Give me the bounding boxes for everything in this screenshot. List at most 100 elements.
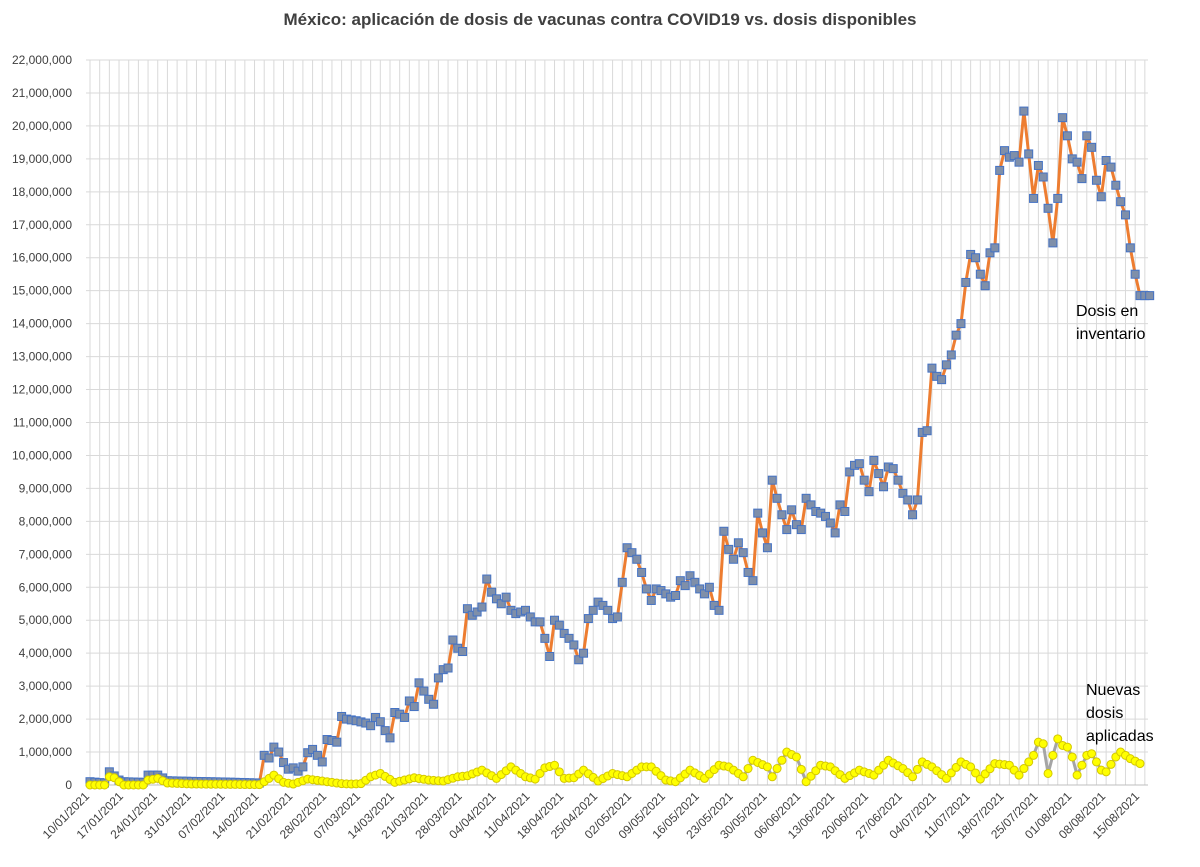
- annotation-line: dosis: [1086, 705, 1124, 722]
- data-point: [787, 505, 797, 515]
- data-point: [820, 511, 830, 521]
- data-point: [1072, 157, 1082, 167]
- data-point: [791, 752, 801, 762]
- data-point: [554, 767, 564, 777]
- data-point: [462, 604, 472, 614]
- data-point: [946, 768, 956, 778]
- data-point: [1038, 739, 1048, 749]
- data-point: [487, 587, 497, 597]
- data-point: [941, 360, 951, 370]
- y-tick-label: 10,000,000: [12, 448, 72, 462]
- series-nuevas-dosis-aplicadas: [85, 734, 1145, 790]
- data-point: [922, 426, 932, 436]
- y-tick-label: 5,000,000: [19, 613, 73, 627]
- data-point: [627, 548, 637, 558]
- y-tick-label: 20,000,000: [12, 119, 72, 133]
- data-point: [782, 525, 792, 535]
- data-point: [893, 475, 903, 485]
- y-tick-label: 13,000,000: [12, 350, 72, 364]
- data-point: [550, 615, 560, 625]
- data-point: [588, 605, 598, 615]
- data-point: [685, 571, 695, 581]
- data-point: [1000, 146, 1010, 156]
- data-point: [719, 526, 729, 536]
- data-point: [1106, 759, 1116, 769]
- y-tick-label: 0: [65, 778, 72, 792]
- data-point: [690, 577, 700, 587]
- data-point: [951, 330, 961, 340]
- data-point: [791, 520, 801, 530]
- y-tick-label: 8,000,000: [19, 514, 73, 528]
- data-point: [990, 243, 1000, 253]
- data-point: [545, 651, 555, 661]
- data-point: [724, 544, 734, 554]
- data-point: [1082, 131, 1092, 141]
- y-tick-label: 14,000,000: [12, 317, 72, 331]
- data-point: [482, 574, 492, 584]
- data-point: [380, 726, 390, 736]
- series-dosis-en-inventario: [85, 106, 1155, 788]
- data-point: [1145, 291, 1155, 301]
- data-point: [366, 721, 376, 731]
- y-tick-label: 17,000,000: [12, 218, 72, 232]
- y-tick-label: 15,000,000: [12, 284, 72, 298]
- data-point: [753, 508, 763, 518]
- data-point: [908, 772, 918, 782]
- data-point: [946, 350, 956, 360]
- data-point: [772, 493, 782, 503]
- y-tick-label: 6,000,000: [19, 580, 73, 594]
- data-point: [472, 607, 482, 617]
- y-tick-label: 19,000,000: [12, 152, 72, 166]
- data-point: [888, 464, 898, 474]
- y-tick-label: 7,000,000: [19, 547, 73, 561]
- data-point: [903, 495, 913, 505]
- data-point: [777, 755, 787, 765]
- data-point: [980, 281, 990, 291]
- data-point: [574, 655, 584, 665]
- data-point: [279, 758, 289, 768]
- data-point: [941, 773, 951, 783]
- annotation-nuevas-dosis-aplicadas: Nuevas dosis aplicadas: [1086, 679, 1154, 748]
- data-point: [985, 248, 995, 258]
- data-point: [1019, 106, 1029, 116]
- series-line: [89, 109, 1150, 785]
- data-point: [1014, 157, 1024, 167]
- data-point: [1087, 142, 1097, 152]
- data-point: [477, 602, 487, 612]
- data-point: [695, 584, 705, 594]
- data-point: [317, 757, 327, 767]
- data-point: [535, 768, 545, 778]
- data-point: [738, 772, 748, 782]
- data-point: [743, 764, 753, 774]
- data-point: [879, 482, 889, 492]
- data-point: [1077, 174, 1087, 184]
- data-point: [433, 673, 443, 683]
- data-point: [1077, 760, 1087, 770]
- data-point: [951, 762, 961, 772]
- data-point: [530, 774, 540, 784]
- data-point: [632, 554, 642, 564]
- series-layer: [85, 106, 1155, 790]
- data-point: [927, 363, 937, 373]
- data-point: [409, 702, 419, 712]
- data-point: [646, 595, 656, 605]
- data-point: [1043, 768, 1053, 778]
- data-point: [1067, 752, 1077, 762]
- data-point: [1116, 197, 1126, 207]
- data-point: [496, 599, 506, 609]
- annotation-line: aplicadas: [1086, 728, 1154, 745]
- x-axis: 10/01/202117/01/202124/01/202131/01/2021…: [40, 789, 1143, 842]
- data-point: [1019, 764, 1029, 774]
- data-point: [777, 510, 787, 520]
- data-point: [1101, 156, 1111, 166]
- data-point: [622, 543, 632, 553]
- data-point: [443, 663, 453, 673]
- data-point: [859, 475, 869, 485]
- data-point: [1053, 734, 1063, 744]
- data-point: [1033, 160, 1043, 170]
- y-tick-label: 3,000,000: [19, 679, 73, 693]
- data-point: [874, 469, 884, 479]
- data-point: [975, 269, 985, 279]
- data-point: [312, 750, 322, 760]
